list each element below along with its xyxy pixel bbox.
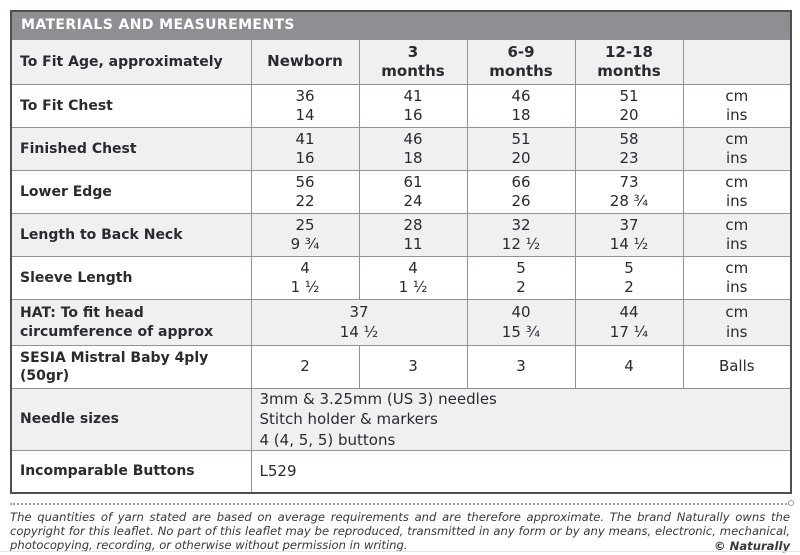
cell-value: 4 1 ½ bbox=[250, 256, 360, 300]
page-bottom-edge-line bbox=[0, 551, 800, 552]
table-row-needle-sizes: Needle sizes 3mm & 3.25mm (US 3) needles… bbox=[10, 388, 792, 451]
cell-unit: cm ins bbox=[682, 84, 792, 128]
cell-unit: cm ins bbox=[682, 213, 792, 257]
cell-unit: cm ins bbox=[682, 127, 792, 171]
header-age-3-months: 3 months bbox=[358, 39, 468, 85]
table-title-bar: MATERIALS AND MEASUREMENTS bbox=[10, 10, 792, 40]
header-age-6-9-months: 6-9 months bbox=[466, 39, 576, 85]
cell-value: 44 17 ¼ bbox=[574, 299, 684, 346]
cell-value: 46 18 bbox=[358, 127, 468, 171]
cell-value: 73 28 ¾ bbox=[574, 170, 684, 214]
cell-value: 28 11 bbox=[358, 213, 468, 257]
cell-value: 56 22 bbox=[250, 170, 360, 214]
cell-value: 37 14 ½ bbox=[574, 213, 684, 257]
row-label: HAT: To fit head circumference of approx bbox=[10, 299, 252, 346]
header-units-empty bbox=[682, 39, 792, 85]
cell-unit: Balls bbox=[682, 345, 792, 389]
row-label: Length to Back Neck bbox=[10, 213, 252, 257]
needle-details: 3mm & 3.25mm (US 3) needles Stitch holde… bbox=[250, 388, 792, 451]
cell-value: 5 2 bbox=[466, 256, 576, 300]
cell-value: 4 bbox=[574, 345, 684, 389]
cell-unit: cm ins bbox=[682, 170, 792, 214]
header-age-12-18-months: 12-18 months bbox=[574, 39, 684, 85]
cell-value: 3 bbox=[358, 345, 468, 389]
cell-value: 66 26 bbox=[466, 170, 576, 214]
row-label: Needle sizes bbox=[10, 388, 252, 451]
copyright-brand: © Naturally bbox=[706, 538, 790, 553]
cell-value: 51 20 bbox=[574, 84, 684, 128]
cut-line-end-circle-icon bbox=[788, 499, 794, 506]
row-label: Finished Chest bbox=[10, 127, 252, 171]
row-label: To Fit Chest bbox=[10, 84, 252, 128]
cell-value: 32 12 ½ bbox=[466, 213, 576, 257]
cell-value: 3 bbox=[466, 345, 576, 389]
cell-unit: cm ins bbox=[682, 299, 792, 346]
table-row-sleeve-length: Sleeve Length 4 1 ½ 4 1 ½ 5 2 5 2 cm ins bbox=[10, 256, 792, 300]
cell-value: 41 16 bbox=[250, 127, 360, 171]
table-row-lower-edge: Lower Edge 56 22 61 24 66 26 73 28 ¾ cm … bbox=[10, 170, 792, 214]
materials-measurements-table: MATERIALS AND MEASUREMENTS To Fit Age, a… bbox=[10, 10, 793, 494]
button-code: L529 bbox=[250, 450, 792, 493]
row-label: SESIA Mistral Baby 4ply (50gr) bbox=[10, 345, 252, 389]
table-row-hat: HAT: To fit head circumference of approx… bbox=[10, 299, 792, 346]
footer: The quantities of yarn stated are based … bbox=[10, 510, 790, 553]
row-label: Incomparable Buttons bbox=[10, 450, 252, 493]
table-row-length-to-back-neck: Length to Back Neck 25 9 ¾ 28 11 32 12 ½… bbox=[10, 213, 792, 257]
cell-unit: cm ins bbox=[682, 256, 792, 300]
cell-value: 25 9 ¾ bbox=[250, 213, 360, 257]
cell-value: 40 15 ¾ bbox=[466, 299, 576, 346]
cell-value: 4 1 ½ bbox=[358, 256, 468, 300]
table-row-incomparable-buttons: Incomparable Buttons L529 bbox=[10, 450, 792, 493]
cell-value: 61 24 bbox=[358, 170, 468, 214]
dotted-cut-line bbox=[10, 499, 794, 506]
cell-value: 41 16 bbox=[358, 84, 468, 128]
table-row-to-fit-chest: To Fit Chest 36 14 41 16 46 18 51 20 cm … bbox=[10, 84, 792, 128]
table-row-yarn: SESIA Mistral Baby 4ply (50gr) 2 3 3 4 B… bbox=[10, 345, 792, 389]
cell-value: 37 14 ½ bbox=[250, 299, 468, 346]
header-row: To Fit Age, approximately Newborn 3 mont… bbox=[10, 39, 792, 85]
cell-value: 36 14 bbox=[250, 84, 360, 128]
row-label: Lower Edge bbox=[10, 170, 252, 214]
disclaimer-text: The quantities of yarn stated are based … bbox=[10, 509, 790, 553]
header-age-newborn: Newborn bbox=[250, 39, 360, 85]
cell-value: 51 20 bbox=[466, 127, 576, 171]
cell-value: 2 bbox=[250, 345, 360, 389]
row-label: Sleeve Length bbox=[10, 256, 252, 300]
cell-value: 46 18 bbox=[466, 84, 576, 128]
cell-value: 58 23 bbox=[574, 127, 684, 171]
table-row-finished-chest: Finished Chest 41 16 46 18 51 20 58 23 c… bbox=[10, 127, 792, 171]
table-title: MATERIALS AND MEASUREMENTS bbox=[10, 10, 792, 40]
header-label: To Fit Age, approximately bbox=[10, 39, 252, 85]
cell-value: 5 2 bbox=[574, 256, 684, 300]
